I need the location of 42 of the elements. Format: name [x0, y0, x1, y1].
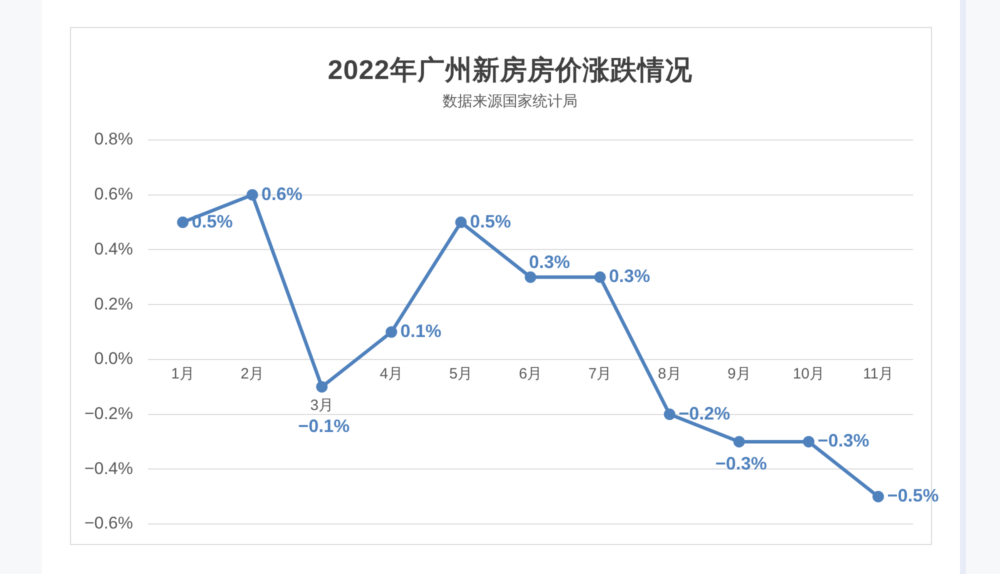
data-label: 0.6%: [261, 184, 302, 204]
point: [246, 189, 258, 201]
point: [594, 271, 606, 283]
x-tick-label: 4月: [380, 366, 404, 383]
data-label: 0.3%: [609, 266, 650, 286]
x-tick-label: 7月: [588, 366, 612, 383]
data-label: −0.3%: [818, 430, 870, 451]
point: [733, 436, 745, 448]
point: [316, 381, 328, 393]
y-tick-label: −0.6%: [84, 514, 133, 533]
x-tick-label: 3月: [310, 397, 334, 414]
point: [386, 326, 398, 338]
y-tick-label: 0.0%: [94, 349, 133, 368]
data-label: −0.2%: [678, 403, 730, 424]
x-tick-label: 10月: [792, 366, 825, 383]
y-tick-label: −0.4%: [84, 458, 133, 478]
point: [524, 271, 536, 283]
y-tick-label: 0.4%: [94, 239, 133, 258]
point: [872, 490, 884, 502]
data-label: 0.1%: [400, 320, 442, 341]
x-tick-label: 6月: [518, 366, 542, 383]
x-tick-label: 8月: [658, 366, 682, 383]
y-tick-label: 0.6%: [94, 184, 133, 204]
x-tick-label: 2月: [240, 366, 264, 383]
data-label: −0.1%: [298, 416, 350, 436]
data-label: −0.3%: [715, 454, 767, 474]
data-label: 0.3%: [528, 252, 570, 272]
x-tick-label: 9月: [727, 366, 751, 383]
point: [802, 436, 814, 448]
data-label: 0.5%: [470, 211, 511, 232]
y-tick-label: 0.2%: [94, 294, 133, 314]
x-tick-label: 1月: [171, 366, 194, 383]
x-tick-label: 11月: [862, 366, 894, 383]
y-tick-label: 0.8%: [94, 130, 133, 149]
data-label: −0.5%: [887, 486, 939, 506]
chart-subtitle: 数据来源国家统计局: [442, 92, 578, 111]
point: [455, 216, 467, 228]
point: [177, 216, 189, 228]
point: [664, 408, 676, 420]
x-tick-label: 5月: [449, 366, 473, 383]
chart-title: 2022年广州新房房价涨跌情况: [326, 54, 694, 87]
y-tick-label: −0.2%: [84, 404, 133, 423]
